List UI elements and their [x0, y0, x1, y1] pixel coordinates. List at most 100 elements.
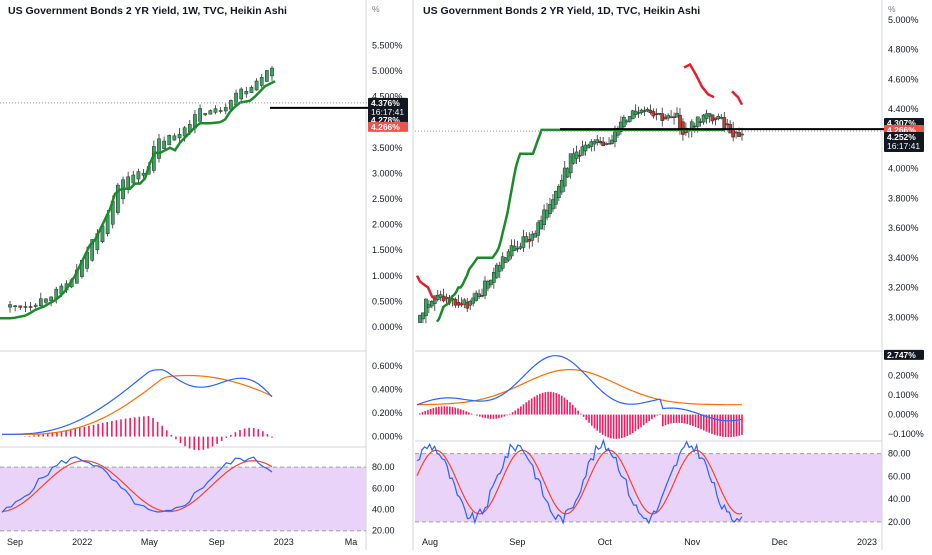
candle-body: [177, 133, 182, 139]
candle-body: [740, 133, 744, 136]
candle-body: [198, 108, 202, 122]
candle-body: [38, 298, 43, 307]
y-tick-label: 0.500%: [372, 296, 403, 306]
macd-signal-line: [417, 369, 743, 406]
candles: [8, 66, 274, 313]
y-tick-label: 4.400%: [888, 104, 919, 114]
macd-tick-label: 0.000%: [372, 432, 403, 442]
candle-body: [182, 127, 187, 137]
candle-body: [141, 173, 146, 176]
candle-body: [515, 247, 520, 250]
x-tick-label: Sep: [209, 537, 225, 547]
candle-body: [28, 306, 33, 308]
macd-tick-label: 0.400%: [372, 385, 403, 395]
y-tick-label: 3.000%: [372, 168, 403, 178]
price-label-box: [884, 349, 924, 360]
stoch-band: [415, 453, 882, 522]
supertrend-down-line: [415, 275, 437, 301]
x-tick-label: Sep: [509, 537, 525, 547]
price-label-box: [368, 121, 408, 132]
y-tick-label: 3.500%: [372, 143, 403, 153]
x-tick-label: Dec: [772, 537, 789, 547]
y-tick-label: 5.000%: [372, 66, 403, 76]
y-tick-label: 4.000%: [888, 164, 919, 174]
stoch-tick-label: 80.00: [372, 462, 395, 472]
candle-body: [136, 171, 141, 180]
candle-body: [49, 296, 53, 301]
x-tick-label: Oct: [598, 537, 613, 547]
stoch-d-line: [416, 449, 743, 515]
supertrend-line: [435, 128, 725, 323]
panel-2: US Government Bonds 2 YR Yield, 1D, TVC,…: [415, 4, 924, 547]
macd-tick-label: 0.600%: [372, 361, 403, 371]
candle-body: [254, 80, 259, 91]
supertrend-down-line: [731, 90, 744, 106]
y-tick-label: 1.000%: [372, 271, 403, 281]
supertrend-down-line: [683, 62, 715, 99]
y-tick-label: 4.600%: [888, 74, 919, 84]
x-tick-label: Ma: [345, 537, 358, 547]
candle-body: [131, 174, 136, 184]
macd-tick-label: 0.200%: [888, 370, 919, 380]
y-tick-label: 5.000%: [888, 15, 919, 25]
candle-body: [157, 138, 161, 159]
candle-body: [33, 304, 38, 307]
stoch-tick-label: 80.00: [888, 449, 911, 459]
price-label-box: [368, 97, 408, 118]
candle-body: [607, 143, 611, 145]
macd-tick-label: 0.100%: [888, 390, 919, 400]
stoch-band: [0, 467, 366, 531]
y-tick-label: 4.800%: [888, 45, 919, 55]
x-tick-label: 2023: [857, 537, 877, 547]
candle-body: [18, 305, 23, 308]
candle-body: [126, 176, 131, 190]
candle-body: [239, 88, 244, 100]
y-tick-label: 2.000%: [372, 220, 403, 230]
macd-line: [416, 355, 743, 422]
price-label: 4.252%16:17:41: [884, 131, 924, 152]
macd-signal-line: [2, 374, 273, 435]
candle-body: [229, 100, 233, 110]
y-tick-label: 4.500%: [372, 92, 403, 102]
candle-body: [162, 140, 166, 149]
candle-body: [13, 305, 17, 308]
x-tick-label: 2022: [72, 537, 92, 547]
y-tick-label: 3.200%: [888, 283, 919, 293]
unit-label: %: [372, 4, 380, 14]
price-label-text: 4.307%: [887, 118, 916, 128]
macd-tick-label: −0.100%: [888, 429, 924, 439]
candle-body: [172, 135, 177, 141]
stoch-tick-label: 40.00: [372, 504, 395, 514]
candle-body: [167, 135, 172, 146]
candle-body: [44, 298, 48, 303]
price-label-text: 4.278%: [371, 115, 400, 125]
candle-body: [208, 110, 213, 115]
y-tick-label: 2.500%: [372, 194, 403, 204]
x-tick-label: May: [141, 537, 159, 547]
candle-body: [203, 113, 208, 116]
unit-label: %: [888, 4, 896, 14]
candle-body: [265, 70, 269, 82]
candle-body: [259, 77, 264, 86]
candle-body: [116, 184, 120, 213]
macd-tick-label: 0.000%: [888, 410, 919, 420]
candle-body: [223, 107, 228, 112]
stoch-k-line: [1, 456, 273, 513]
price-label: 2.747%: [884, 349, 924, 360]
price-label-text: 2.747%: [887, 350, 916, 360]
candle-body: [218, 110, 223, 112]
y-tick-label: 3.400%: [888, 253, 919, 263]
candle-body: [636, 112, 641, 114]
y-tick-label: 3.000%: [888, 312, 919, 322]
y-tick-label: 0.000%: [372, 322, 403, 332]
x-tick-label: Nov: [684, 537, 701, 547]
candle-body: [270, 67, 274, 77]
price-label: 4.376%16:17:41: [368, 97, 408, 118]
stoch-tick-label: 20.00: [888, 517, 911, 527]
price-label: 4.266%: [368, 121, 408, 132]
candle-body: [249, 87, 254, 93]
candle-body: [23, 306, 28, 308]
stoch-tick-label: 60.00: [888, 471, 911, 481]
